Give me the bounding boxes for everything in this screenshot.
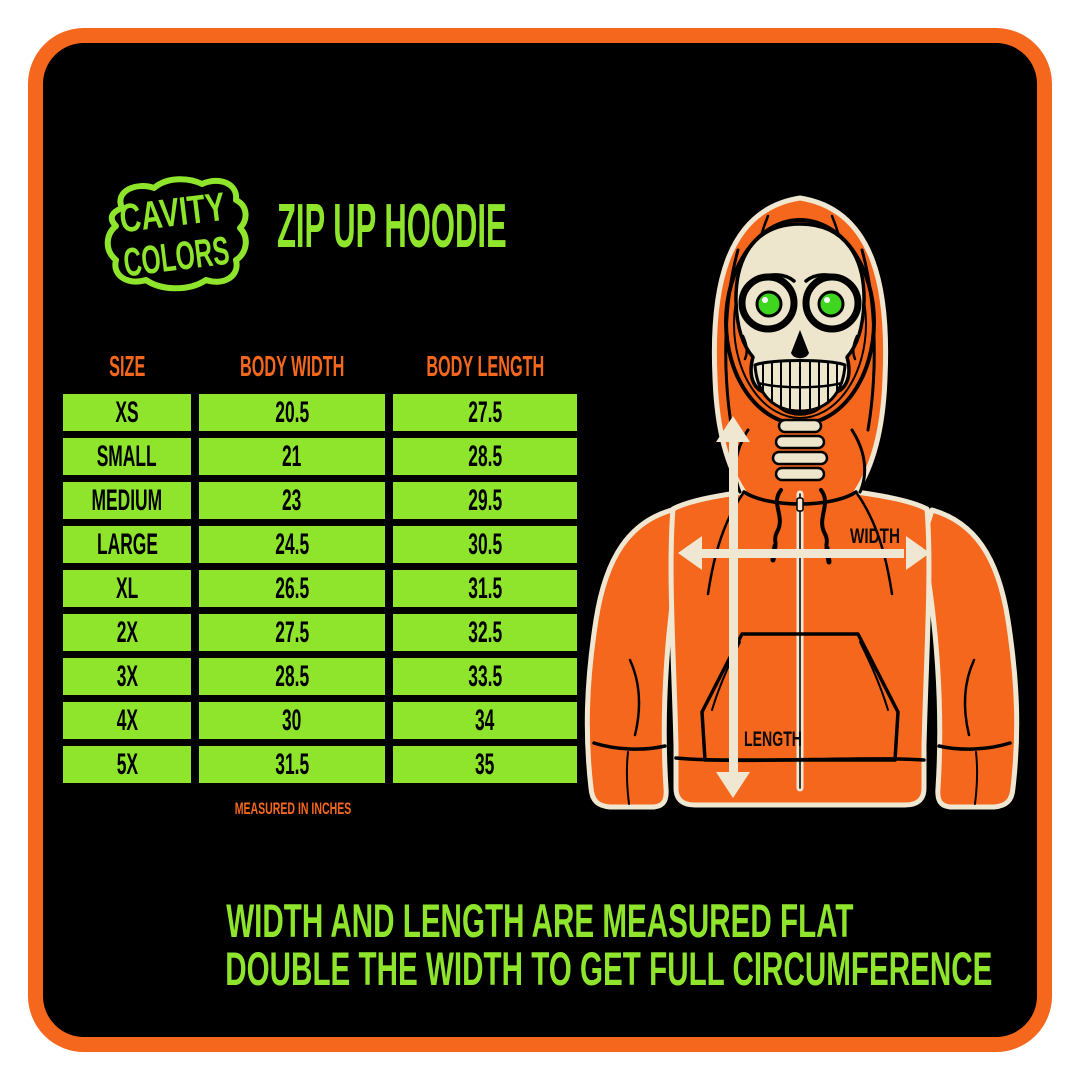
measurement-note: WIDTH AND LENGTH ARE MEASURED FLAT DOUBL… (0, 897, 1080, 993)
table-cell: 2X (63, 614, 191, 651)
table-cell: 30 (199, 702, 385, 739)
nose (791, 330, 809, 359)
table-cell: SMALL (63, 438, 191, 475)
table-cell: 34 (393, 702, 577, 739)
page-title-text: ZIP UP HOODIE (277, 192, 507, 261)
column-header-body-width: BODY WIDTH (239, 351, 345, 383)
teeth (753, 359, 847, 413)
width-arrow-label: WIDTH (850, 525, 900, 548)
table-cell: 26.5 (199, 570, 385, 607)
width-arrow (678, 536, 930, 570)
table-cell: 35 (393, 746, 577, 783)
left-eye (738, 273, 798, 333)
table-cell: 27.5 (199, 614, 385, 651)
size-table: XS 20.5 27.5 SMALL 21 28.5 MEDIUM 23 29.… (63, 394, 577, 783)
hem-line (674, 756, 926, 763)
table-cell: 32.5 (393, 614, 577, 651)
length-arrow (716, 416, 750, 798)
measurement-note-line1: WIDTH AND LENGTH ARE MEASURED FLAT (226, 894, 854, 947)
table-cell: 28.5 (199, 658, 385, 695)
hoodie-illustration: WIDTH LENGTH (584, 195, 1020, 810)
units-note: MEASURED IN INCHES (234, 799, 352, 818)
table-cell: MEDIUM (63, 482, 191, 519)
column-header-size: SIZE (108, 351, 146, 383)
skull-face (734, 222, 866, 416)
measurement-note-line2: DOUBLE THE WIDTH TO GET FULL CIRCUMFEREN… (225, 942, 993, 995)
table-cell: 27.5 (393, 394, 577, 431)
size-table-header: SIZE BODY WIDTH BODY LENGTH (63, 351, 577, 383)
table-cell: 31.5 (393, 570, 577, 607)
table-cell: 24.5 (199, 526, 385, 563)
table-cell: XL (63, 570, 191, 607)
right-sleeve (919, 507, 1020, 810)
table-cell: XS (63, 394, 191, 431)
logo-sticker-outline (104, 176, 249, 292)
cavity-colors-logo: CAVITY COLORS (104, 176, 249, 292)
table-cell: 30.5 (393, 526, 577, 563)
table-cell: 21 (199, 438, 385, 475)
table-cell: 5X (63, 746, 191, 783)
table-cell: 4X (63, 702, 191, 739)
table-cell: 3X (63, 658, 191, 695)
neck-vertebrae (771, 418, 829, 482)
column-header-body-length: BODY LENGTH (426, 351, 544, 383)
table-cell: LARGE (63, 526, 191, 563)
zipper (796, 490, 804, 792)
table-cell: 23 (199, 482, 385, 519)
table-cell: 33.5 (393, 658, 577, 695)
left-sleeve (584, 507, 685, 810)
table-cell: 20.5 (199, 394, 385, 431)
table-cell: 28.5 (393, 438, 577, 475)
page-title: ZIP UP HOODIE (277, 196, 736, 258)
table-cell: 31.5 (199, 746, 385, 783)
length-arrow-label: LENGTH (744, 728, 802, 751)
right-eye (802, 273, 862, 333)
table-cell: 29.5 (393, 482, 577, 519)
